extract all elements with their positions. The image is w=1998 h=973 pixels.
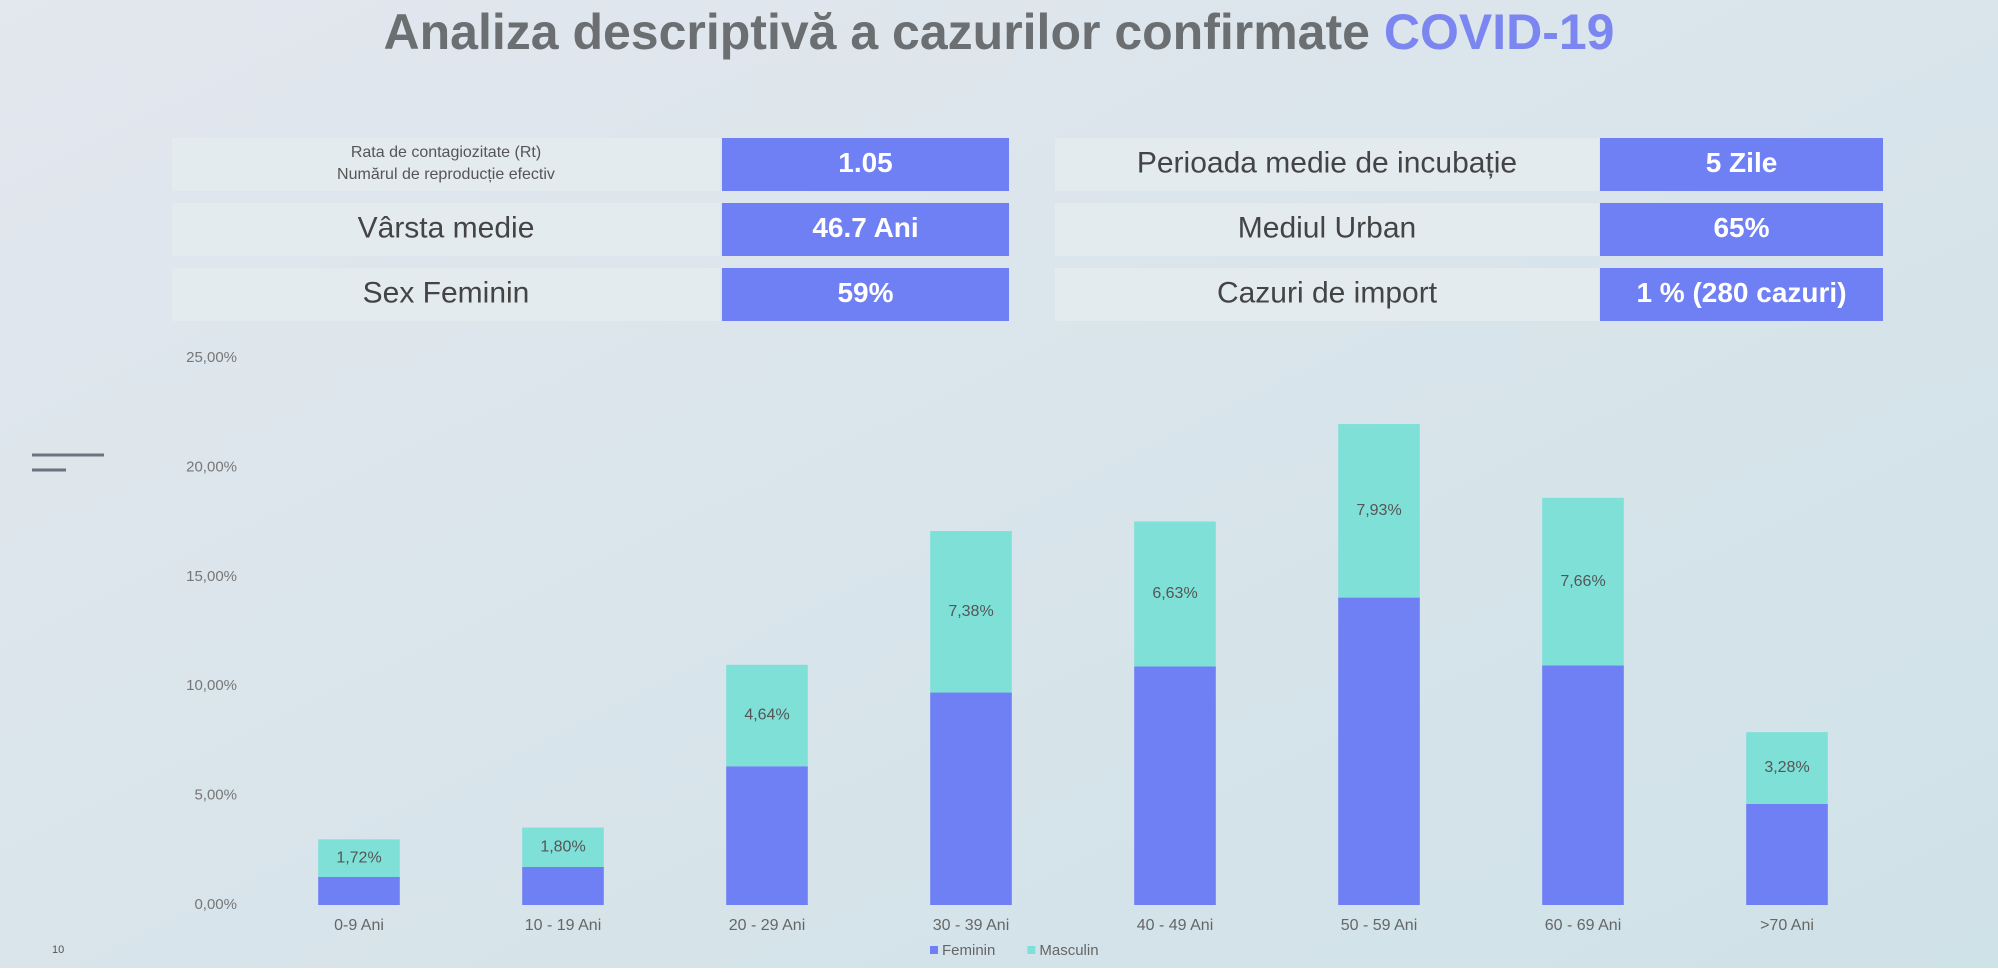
stat-label-cell [172, 138, 720, 191]
bar-segment [930, 692, 1012, 905]
stat-value: 1.05 [838, 147, 893, 178]
bar-segment [1542, 497, 1624, 666]
bar-segment [930, 531, 1012, 693]
legend-label: Feminin [942, 942, 995, 959]
x-tick-label: >70 Ani [1760, 917, 1814, 934]
x-tick-label: 20 - 29 Ani [729, 917, 806, 934]
bar-segment [726, 664, 808, 767]
stat-value-cell [722, 268, 1009, 321]
data-label: 7,66% [1560, 573, 1605, 590]
x-tick-label: 10 - 19 Ani [525, 917, 602, 934]
x-tick-label: 40 - 49 Ani [1137, 917, 1214, 934]
bar-segment [522, 866, 604, 905]
x-tick-label: 30 - 39 Ani [933, 917, 1010, 934]
legend-label: Masculin [1039, 942, 1098, 959]
stat-label: Vârsta medie [358, 211, 535, 244]
y-tick-label: 25,00% [186, 349, 237, 366]
bar-segment [1338, 424, 1420, 598]
bar-segment [318, 876, 400, 905]
x-tick-label: 0-9 Ani [334, 917, 384, 934]
bar-segment [522, 827, 604, 867]
data-label: 7,93% [1356, 502, 1401, 519]
bar-segment [1746, 803, 1828, 905]
bar-segment [726, 766, 808, 905]
stat-label-cell [1055, 268, 1599, 321]
bar-segment [1746, 732, 1828, 804]
y-tick-label: 5,00% [194, 787, 237, 804]
y-tick-label: 15,00% [186, 568, 237, 585]
data-label: 3,28% [1764, 759, 1809, 776]
title: Analiza descriptivă a cazurilor confirma… [384, 4, 1615, 60]
stat-label-cell [1055, 203, 1599, 256]
stat-label: Sex Feminin [363, 276, 530, 309]
stat-label: Perioada medie de incubație [1137, 146, 1517, 179]
x-tick-label: 60 - 69 Ani [1545, 917, 1622, 934]
stat-label: Rata de contagiozitate (Rt) [351, 144, 541, 161]
y-tick-label: 10,00% [186, 677, 237, 694]
bar-segment [318, 839, 400, 877]
x-tick-label: 50 - 59 Ani [1341, 917, 1418, 934]
y-tick-label: 20,00% [186, 458, 237, 475]
slide-number: 10 [52, 944, 64, 956]
data-label: 7,38% [948, 603, 993, 620]
bar-segment [1134, 666, 1216, 905]
stat-label: Numărul de reproducție efectiv [337, 166, 555, 183]
y-tick-label: 0,00% [194, 896, 237, 913]
legend-swatch [930, 946, 938, 954]
data-label: 1,72% [336, 849, 381, 866]
stat-value: 5 Zile [1706, 147, 1778, 178]
bar-segment [1542, 665, 1624, 905]
bar-segment [1134, 521, 1216, 667]
title-main: Analiza descriptivă a cazurilor confirma… [384, 4, 1370, 60]
stat-value: 59% [837, 277, 893, 308]
stat-label: Cazuri de import [1217, 276, 1438, 309]
stat-label-cell [1055, 138, 1599, 191]
stat-value-cell [1600, 203, 1883, 256]
bar-segment [1338, 597, 1420, 905]
stat-value: 46.7 Ani [812, 212, 918, 243]
stat-value-cell [722, 203, 1009, 256]
title-highlight: COVID-19 [1384, 4, 1615, 60]
stat-value: 65% [1713, 212, 1769, 243]
stat-label-cell [172, 203, 720, 256]
legend-swatch [1027, 946, 1036, 954]
data-label: 4,64% [744, 707, 789, 724]
stat-value-cell [722, 138, 1009, 191]
stat-label: Mediul Urban [1238, 211, 1416, 244]
data-label: 6,63% [1152, 585, 1197, 602]
data-label: 1,80% [540, 838, 585, 855]
stat-value: 1 % (280 cazuri) [1636, 277, 1846, 308]
stat-label-cell [172, 268, 720, 321]
stat-value-cell [1600, 138, 1883, 191]
stat-value-cell [1600, 268, 1883, 321]
